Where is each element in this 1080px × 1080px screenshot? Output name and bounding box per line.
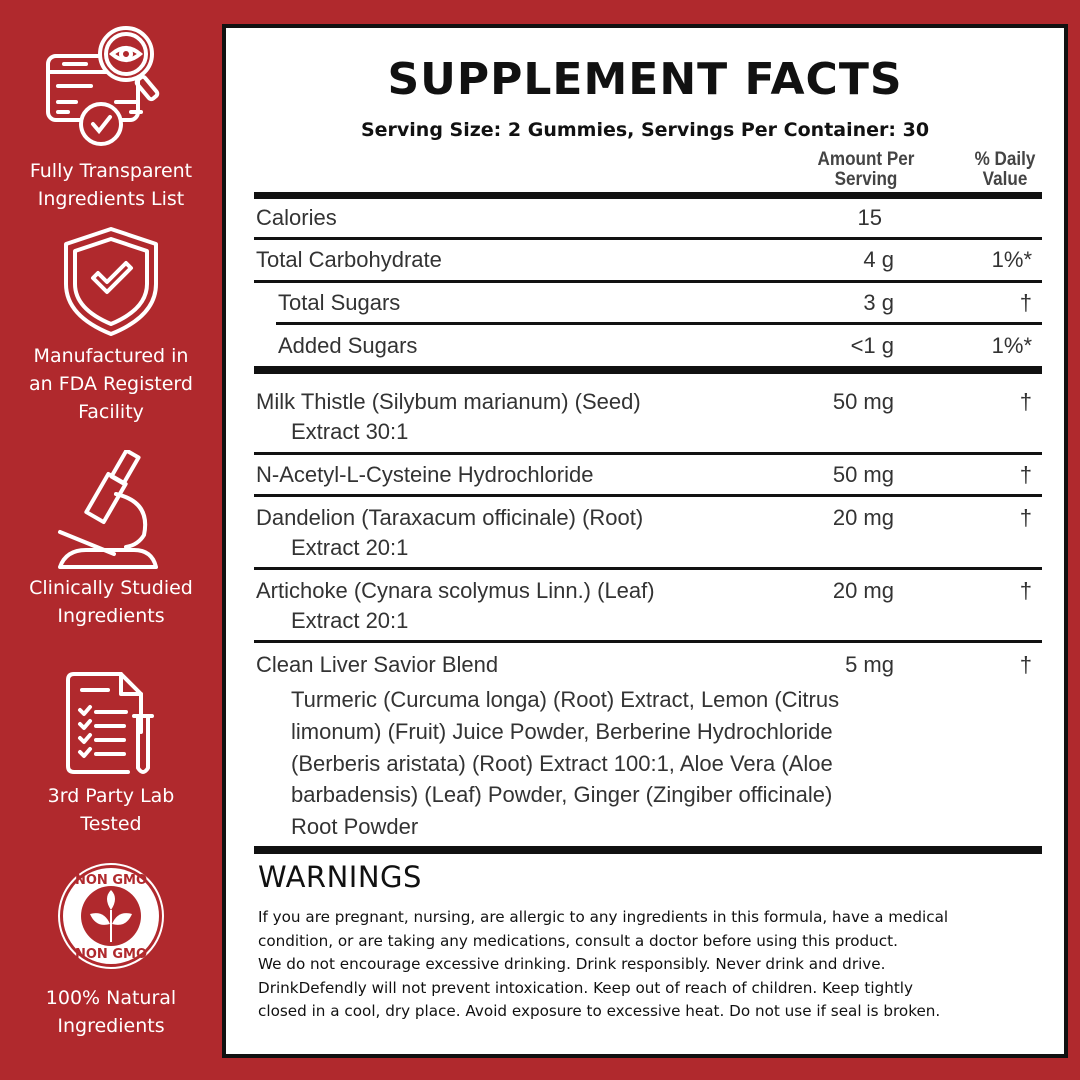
header-text: Value	[982, 169, 1028, 190]
amount: 4 g	[863, 247, 894, 272]
blend-ingredients: Turmeric (Curcuma longa) (Root) Extract,…	[291, 684, 839, 843]
blend-line: Turmeric (Curcuma longa) (Root) Extract,…	[291, 687, 840, 712]
header-text: Amount Per	[817, 149, 915, 170]
nutrient-sub: Extract 30:1	[291, 419, 409, 444]
feature-label: Ingredients	[57, 1015, 165, 1037]
nutrient-name: Milk Thistle (Silybum marianum) (Seed)	[256, 389, 641, 414]
feature-label: Ingredients List	[37, 188, 185, 210]
warning-line: DrinkDefendly will not prevent intoxicat…	[258, 978, 913, 997]
nutrient-name: Calories	[256, 205, 337, 230]
warnings-heading: WARNINGS	[258, 860, 422, 894]
warning-line: closed in a cool, dry place. Avoid expos…	[258, 1002, 941, 1021]
nutrient-name: N-Acetyl-L-Cysteine Hydrochloride	[256, 462, 594, 487]
feature-transparent: Fully Transparent Ingredients List	[0, 24, 222, 213]
blend-line: (Berberis aristata) (Root) Extract 100:1…	[291, 750, 833, 776]
column-header-amount: Amount Per Serving	[812, 150, 920, 190]
feature-label: Tested	[80, 813, 142, 835]
header-text: Serving	[834, 169, 898, 190]
divider	[254, 640, 1042, 643]
feature-label: an FDA Registerd	[29, 373, 193, 395]
divider	[276, 322, 1042, 325]
page-title: SUPPLEMENT FACTS	[387, 54, 903, 105]
nutrient-sub: Extract 20:1	[291, 608, 409, 633]
daily-value: †	[1019, 389, 1032, 414]
amount: 5 mg	[845, 652, 894, 677]
feature-label: Facility	[78, 401, 144, 423]
daily-value: 1%*	[991, 247, 1032, 272]
amount: <1 g	[850, 333, 894, 358]
daily-value: †	[1019, 578, 1032, 603]
blend-line: limonum) (Fruit) Juice Powder, Berberine…	[291, 718, 833, 744]
daily-value: †	[1019, 290, 1032, 315]
feature-label: Fully Transparent	[29, 160, 193, 182]
divider	[254, 452, 1042, 455]
non-gmo-badge-icon: NON GMO NON GMO	[58, 863, 164, 969]
daily-value: 1%*	[991, 333, 1032, 358]
divider	[254, 494, 1042, 497]
warning-line: condition, or are taking any medications…	[258, 931, 898, 950]
amount: 50 mg	[832, 462, 894, 487]
nutrient-sub: Extract 20:1	[291, 535, 409, 560]
blend-line: barbadensis) (Leaf) Powder, Ginger (Zing…	[291, 782, 833, 808]
blend-line: Root Powder	[291, 814, 419, 840]
microscope-icon	[58, 450, 158, 569]
feature-natural: NON GMO NON GMO 100% Natural Ingredients	[0, 862, 222, 1040]
nutrient-name: Total Sugars	[278, 290, 401, 315]
document-magnifier-eye-check-icon	[46, 26, 160, 146]
supplement-facts-panel: SUPPLEMENT FACTS Serving Size: 2 Gummies…	[222, 24, 1068, 1058]
feature-clinical: Clinically Studied Ingredients	[0, 450, 222, 630]
warning-line: If you are pregnant, nursing, are allerg…	[258, 908, 949, 926]
feature-label: Ingredients	[57, 605, 165, 627]
column-header-dv: % Daily Value	[966, 150, 1043, 190]
divider	[254, 567, 1042, 570]
feature-sidebar: Fully Transparent Ingredients List Manufa…	[0, 0, 222, 1080]
feature-label: 100% Natural	[45, 987, 177, 1009]
divider-thick	[254, 846, 1042, 854]
warnings-text: If you are pregnant, nursing, are allerg…	[258, 906, 948, 1024]
daily-value: †	[1019, 652, 1032, 677]
feature-fda: Manufactured in an FDA Registerd Facility	[0, 226, 222, 426]
daily-value: †	[1019, 505, 1032, 530]
warning-line: We do not encourage excessive drinking. …	[258, 955, 886, 974]
divider	[254, 280, 1042, 283]
feature-label: 3rd Party Lab	[47, 785, 175, 807]
divider-thick	[254, 192, 1042, 199]
checklist-test-tube-icon	[66, 672, 154, 774]
amount: 15	[857, 205, 882, 230]
nutrient-name: Dandelion (Taraxacum officinale) (Root)	[256, 505, 644, 530]
nutrient-name: Clean Liver Savior Blend	[256, 652, 499, 677]
badge-text: NON GMO	[75, 873, 147, 888]
feature-label: Clinically Studied	[29, 577, 193, 599]
divider	[254, 237, 1042, 240]
nutrient-name: Added Sugars	[278, 333, 418, 358]
nutrient-name: Total Carbohydrate	[256, 247, 442, 272]
amount: 50 mg	[832, 389, 894, 414]
amount: 20 mg	[832, 505, 894, 530]
amount: 20 mg	[832, 578, 894, 603]
badge-text: NON GMO	[75, 947, 147, 962]
feature-label: Manufactured in	[33, 345, 189, 367]
divider-thick	[254, 366, 1042, 374]
feature-lab-tested: 3rd Party Lab Tested	[0, 672, 222, 838]
nutrient-name: Artichoke (Cynara scolymus Linn.) (Leaf)	[256, 578, 655, 603]
serving-info: Serving Size: 2 Gummies, Servings Per Co…	[360, 119, 930, 141]
amount: 3 g	[863, 290, 894, 315]
header-text: % Daily	[974, 149, 1036, 170]
shield-check-icon	[64, 227, 158, 336]
daily-value: †	[1019, 462, 1032, 487]
